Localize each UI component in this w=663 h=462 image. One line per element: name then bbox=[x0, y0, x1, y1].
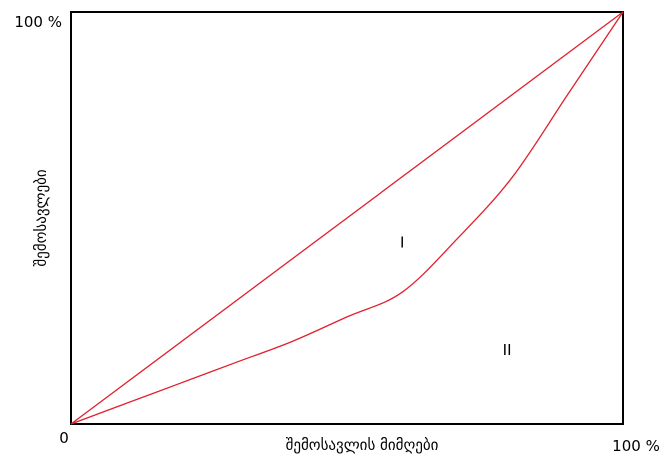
y-axis-label: შემოსავლები bbox=[32, 169, 50, 267]
lorenz-curve bbox=[70, 11, 624, 425]
x-tick-label-max: 100 % bbox=[612, 437, 660, 455]
region-label-ii: II bbox=[503, 341, 512, 359]
equality-line bbox=[70, 11, 624, 425]
plot-frame bbox=[70, 11, 624, 425]
y-tick-label-max: 100 % bbox=[14, 13, 62, 31]
region-label-i: I bbox=[400, 234, 404, 252]
x-tick-label-min: 0 bbox=[59, 429, 69, 447]
x-axis-label: შემოსავლის მიმღები bbox=[286, 436, 439, 454]
series-layer bbox=[70, 11, 624, 425]
